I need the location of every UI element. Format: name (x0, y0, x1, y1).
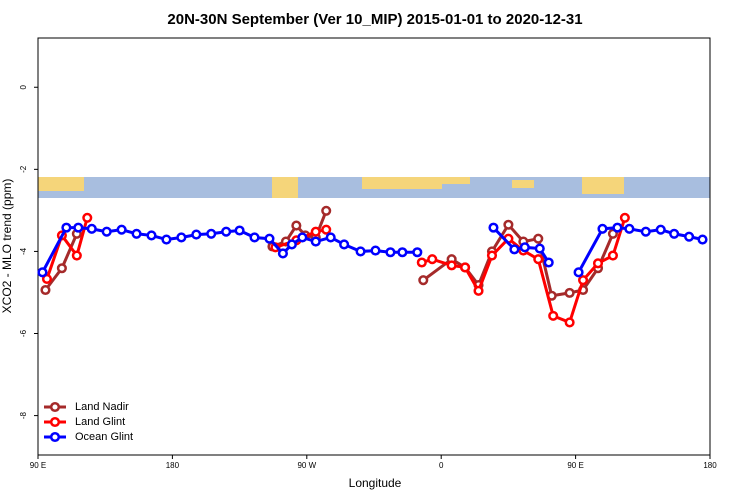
data-point (339, 239, 350, 250)
data-point (597, 223, 608, 234)
data-point (416, 257, 427, 268)
data-point (321, 205, 332, 216)
data-point (624, 223, 635, 234)
legend-marker (49, 431, 61, 443)
data-point (640, 226, 651, 237)
x-tick-label: 180 (703, 461, 717, 470)
data-point (418, 275, 429, 286)
data-point (325, 232, 336, 243)
data-point (619, 212, 630, 223)
data-point (71, 250, 82, 261)
data-point (234, 225, 245, 236)
data-point (503, 219, 514, 230)
data-point (486, 250, 498, 261)
data-point (655, 224, 666, 235)
data-point (385, 247, 396, 258)
data-point (509, 244, 520, 255)
data-point (446, 260, 457, 271)
data-point (397, 247, 408, 258)
data-point (684, 231, 695, 242)
legend-label: Land Nadir (75, 401, 129, 413)
y-tick-label: -4 (19, 247, 28, 255)
data-point (176, 232, 187, 243)
data-point (286, 239, 297, 250)
data-point (543, 257, 554, 268)
data-point (277, 248, 288, 259)
chart-title: 20N-30N September (Ver 10_MIP) 2015-01-0… (167, 11, 582, 28)
data-point (101, 226, 112, 237)
data-point (592, 258, 604, 269)
data-point (264, 233, 275, 244)
y-axis-label: XCO2 - MLO trend (ppm) (0, 179, 14, 314)
data-point (669, 228, 680, 239)
data-point (73, 222, 84, 233)
data-point (56, 263, 67, 274)
data-point (564, 317, 575, 328)
x-tick-label: 90 E (30, 461, 46, 470)
data-point (61, 222, 72, 233)
data-point (519, 242, 530, 253)
data-point (41, 273, 53, 284)
data-point (412, 247, 423, 258)
legend-label: Ocean Glint (75, 431, 133, 443)
data-point (191, 229, 202, 240)
data-point (533, 233, 544, 244)
data-point (297, 232, 308, 243)
data-point (321, 224, 332, 235)
legend-label: Land Glint (75, 416, 125, 428)
data-point (534, 243, 545, 254)
data-point (146, 230, 157, 241)
y-tick-label: -6 (19, 329, 28, 337)
x-tick-label: 0 (439, 461, 444, 470)
data-point (116, 224, 127, 235)
data-point (291, 220, 302, 231)
legend-marker (49, 401, 61, 413)
data-point (612, 222, 623, 233)
data-point (86, 223, 97, 234)
data-point (40, 284, 51, 296)
data-point (533, 254, 544, 265)
legend-marker (49, 416, 61, 428)
data-point (82, 212, 93, 223)
data-point (310, 236, 321, 247)
data-point (697, 234, 708, 245)
y-tick-label: -8 (19, 411, 28, 419)
data-point (355, 246, 366, 257)
data-point (548, 310, 559, 321)
x-tick-label: 180 (166, 461, 180, 470)
y-tick-label: -2 (19, 165, 28, 173)
data-point (473, 285, 484, 296)
data-point (37, 267, 48, 278)
data-point (370, 245, 381, 256)
data-point (607, 250, 618, 261)
data-point (488, 222, 499, 233)
data-point (161, 234, 172, 245)
data-point (310, 226, 321, 237)
x-tick-label: 90 E (567, 461, 583, 470)
data-point (578, 275, 589, 286)
map-strip (38, 177, 710, 198)
x-tick-label: 90 W (297, 461, 316, 470)
data-point (206, 228, 217, 239)
x-axis-label: Longitude (349, 476, 402, 490)
data-point (249, 232, 260, 243)
plot-frame (37, 37, 711, 456)
data-point (573, 267, 584, 278)
data-point (460, 262, 471, 273)
data-point (564, 287, 575, 298)
data-point (131, 228, 142, 239)
data-point (221, 226, 232, 237)
data-point (427, 254, 438, 265)
y-tick-label: 0 (19, 84, 28, 89)
